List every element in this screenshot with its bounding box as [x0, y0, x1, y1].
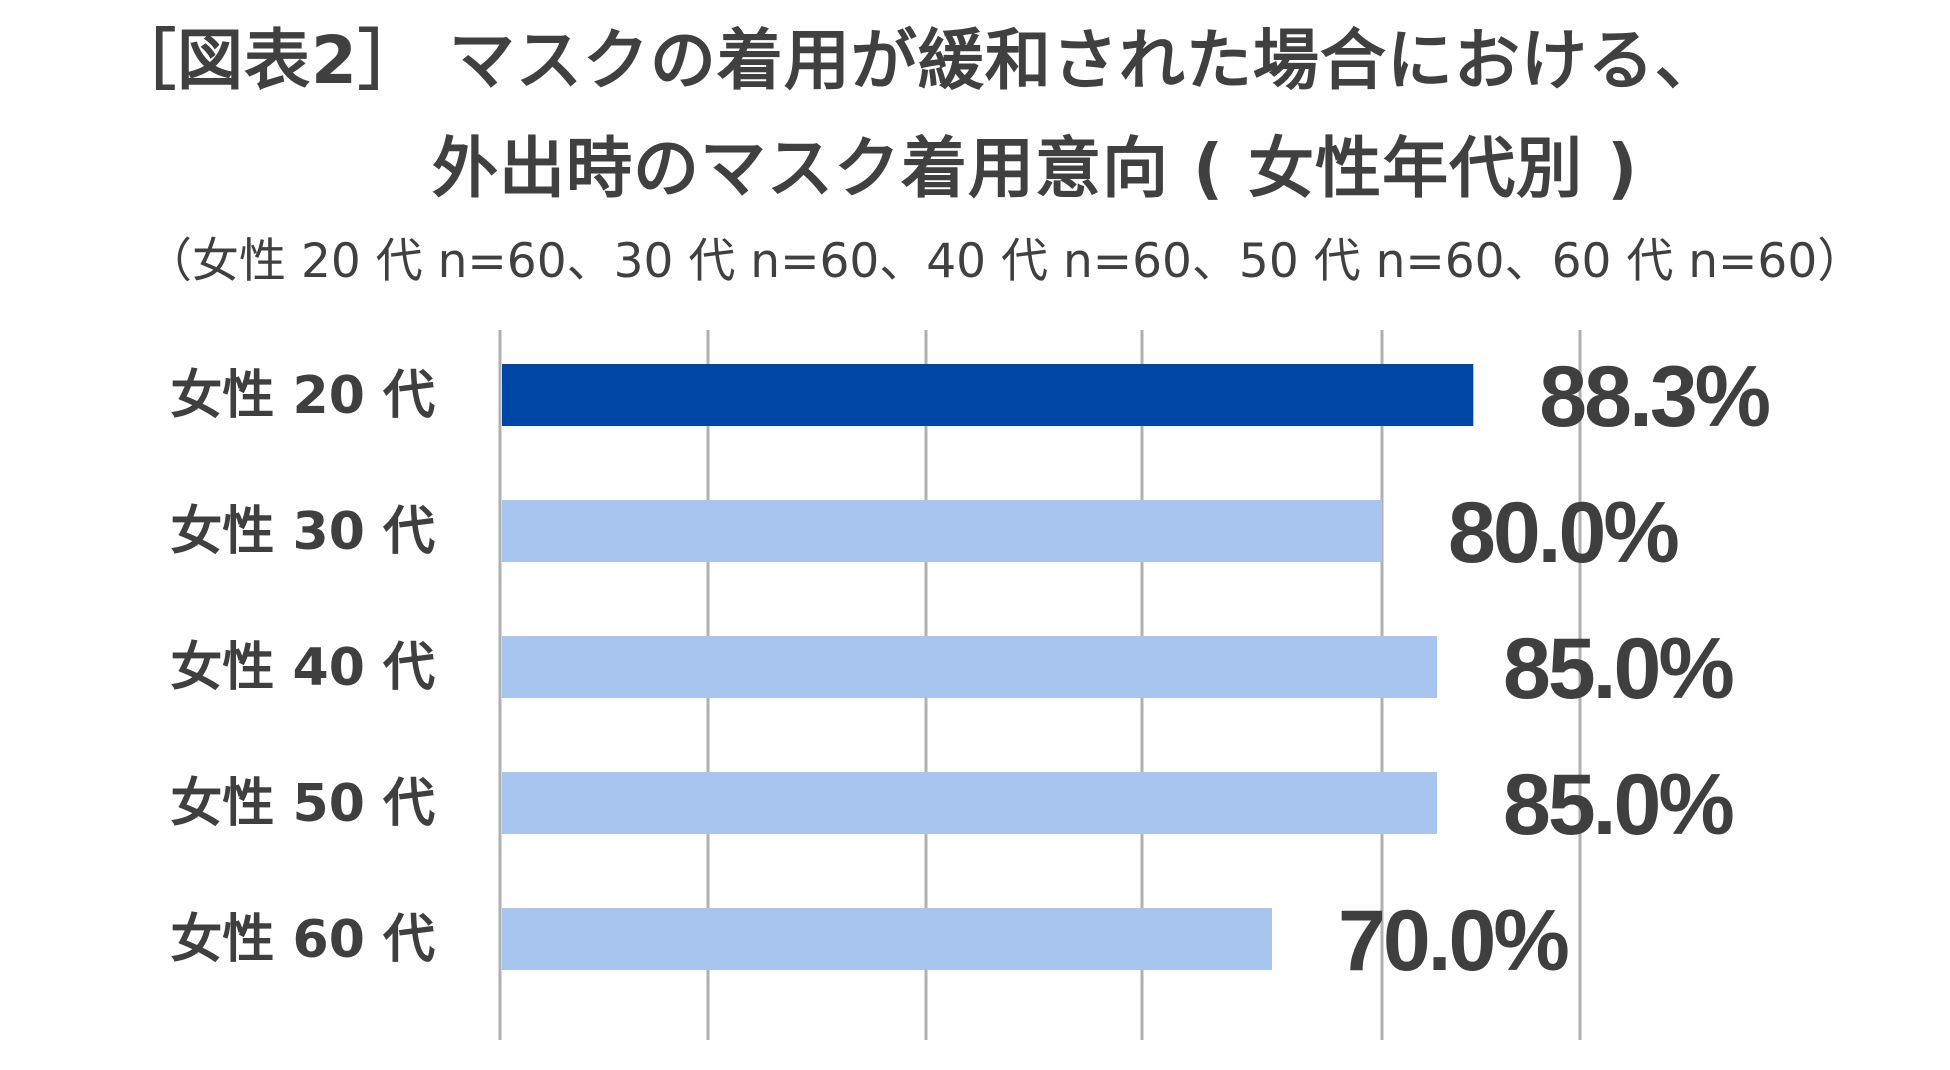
chart-subtitle: （女性 20 代 n=60、30 代 n=60、40 代 n=60、50 代 n…	[145, 234, 1865, 289]
data-label: 70.0%	[1338, 893, 1568, 989]
category-label: 女性 60 代	[170, 910, 435, 970]
data-label: 85.0%	[1503, 757, 1733, 853]
data-label: 88.3%	[1539, 349, 1769, 445]
category-label: 女性 50 代	[170, 774, 435, 834]
bar	[502, 636, 1437, 698]
category-label: 女性 30 代	[170, 502, 435, 562]
chart-title-line-2: 外出時のマスク着用意向 ( 女性年代別 )	[432, 130, 1639, 207]
category-label: 女性 40 代	[170, 638, 435, 698]
bar	[502, 500, 1382, 562]
bar-layer	[502, 364, 1474, 970]
bar	[502, 772, 1437, 834]
label-layer: 女性 20 代 88.3% 女性 30 代 80.0% 女性 40 代 85.0% 女性 5…	[170, 349, 1772, 989]
data-label: 80.0%	[1448, 485, 1678, 581]
bar	[502, 364, 1474, 426]
category-label: 女性 20 代	[170, 366, 435, 426]
bar	[502, 908, 1272, 970]
data-label: 85.0%	[1503, 621, 1733, 717]
chart-title-line-1: ［図表2］ マスクの着用が緩和された場合における、	[110, 22, 1722, 99]
